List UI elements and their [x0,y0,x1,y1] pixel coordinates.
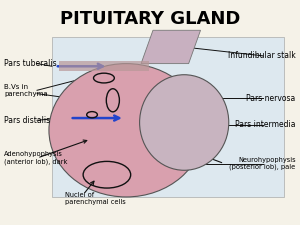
Text: Adenohypophysis
(anterior lob), dark: Adenohypophysis (anterior lob), dark [4,151,68,165]
FancyBboxPatch shape [59,61,148,71]
Text: Pars distalis: Pars distalis [4,116,50,125]
Text: PITUITARY GLAND: PITUITARY GLAND [60,10,240,28]
Ellipse shape [49,64,203,197]
Text: Nuclei of
parenchymal cells: Nuclei of parenchymal cells [65,191,126,205]
FancyBboxPatch shape [52,37,284,197]
Ellipse shape [140,75,229,170]
Text: Pars nervosa: Pars nervosa [246,94,296,103]
Text: Pars intermedia: Pars intermedia [235,120,296,129]
Text: Infundibular stalk: Infundibular stalk [228,51,296,60]
Text: Neurohypophysis
(posterior lob), pale: Neurohypophysis (posterior lob), pale [230,157,296,170]
Text: B.Vs in
parenchyma: B.Vs in parenchyma [4,84,48,97]
Text: Pars tuberalis: Pars tuberalis [4,59,57,68]
Polygon shape [141,30,200,64]
